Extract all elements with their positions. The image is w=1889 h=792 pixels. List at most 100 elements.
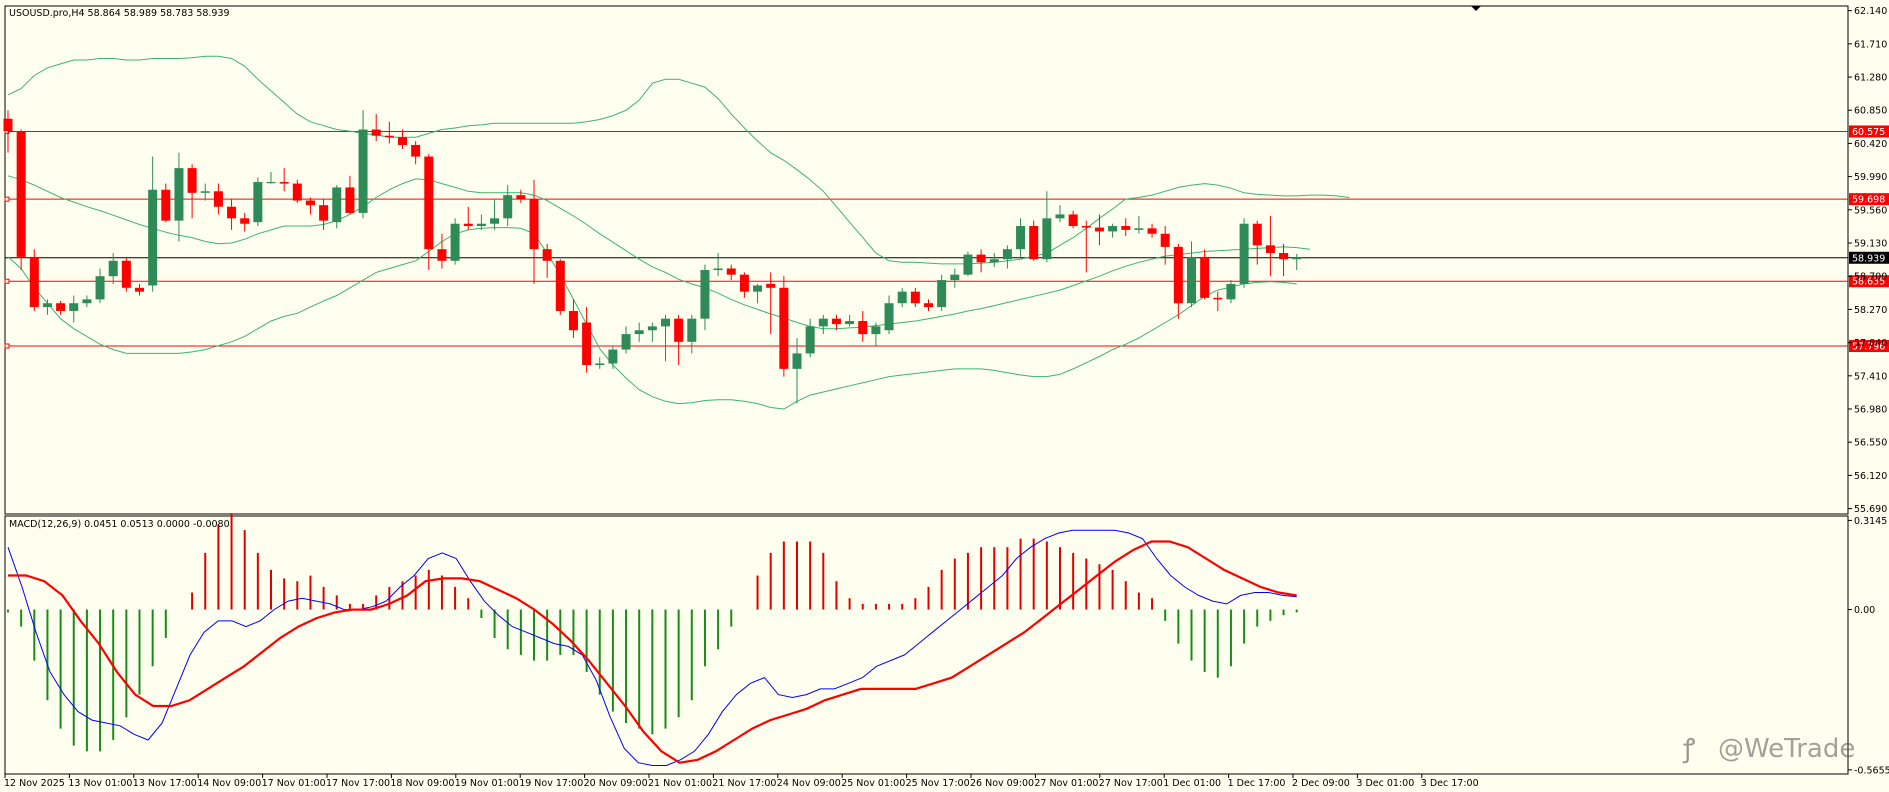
bear-candle-body — [1265, 245, 1275, 254]
bear-candle-body — [411, 144, 421, 157]
bear-candle-body — [516, 195, 526, 200]
time-tick-label: 1 Dec 01:00 — [1163, 778, 1221, 789]
time-tick-label: 27 Nov 17:00 — [1099, 778, 1163, 789]
time-tick-label: 21 Nov 01:00 — [648, 778, 712, 789]
price-tick-label: 57.840 — [1854, 338, 1887, 349]
bull-candle-body — [661, 318, 670, 327]
bear-candle-body — [437, 249, 447, 261]
bear-candle-body — [1094, 227, 1104, 232]
bull-candle-body — [148, 189, 158, 286]
bull-candle-body — [42, 303, 52, 308]
time-tick-label: 12 Nov 2025 — [4, 778, 65, 789]
bollinger-upper-line — [7, 55, 1350, 265]
level-price-label: 59.698 — [1852, 195, 1885, 206]
macd-pane-border — [4, 515, 1849, 775]
bull-candle-body — [871, 326, 881, 335]
bear-candle-body — [135, 287, 144, 292]
price-tick-label: 59.560 — [1854, 205, 1887, 216]
bear-candle-body — [1173, 246, 1183, 304]
level-price-box — [1849, 125, 1889, 138]
level-price-box — [1849, 340, 1889, 353]
macd-histogram — [7, 513, 1298, 752]
bull-candle-body — [621, 334, 631, 350]
bear-candle-body — [1252, 223, 1262, 246]
bear-candle-body — [910, 291, 920, 304]
macd-signal-line — [8, 540, 1297, 764]
bear-candle-body — [398, 137, 407, 145]
bull-candle-body — [1042, 218, 1052, 260]
time-tick-label: 3 Dec 17:00 — [1421, 778, 1479, 789]
bear-candle-body — [1147, 228, 1157, 234]
macd-pane[interactable]: 0.3145 0.00 -0.5655 MACD(12,26,9) 0.0451 0… — [4, 513, 1889, 776]
bull-candle-body — [792, 353, 802, 369]
bear-candle-body — [56, 303, 66, 311]
bear-candle-body — [305, 200, 315, 206]
macd-axis: 0.3145 0.00 -0.5655 — [1848, 516, 1889, 776]
bull-candle-body — [634, 330, 644, 335]
time-tick-label: 17 Nov 01:00 — [262, 778, 326, 789]
bear-candle-body — [3, 118, 13, 132]
bull-candle-body — [490, 218, 500, 224]
bear-candle-body — [371, 129, 381, 136]
bear-candle-body — [726, 268, 736, 275]
candlesticks — [3, 110, 1302, 404]
level-price-label: 60.575 — [1852, 127, 1885, 138]
bull-candle-body — [950, 274, 960, 281]
price-tick-label: 58.270 — [1854, 305, 1887, 316]
level-price-box — [1849, 275, 1889, 288]
bull-candle-body — [1055, 214, 1065, 219]
price-tick-label: 56.980 — [1854, 405, 1887, 416]
price-tick-label: 55.690 — [1854, 504, 1887, 515]
bull-candle-body — [805, 326, 815, 354]
bull-candle-body — [108, 260, 118, 277]
bull-candle-body — [963, 254, 973, 275]
time-tick-label: 21 Nov 17:00 — [712, 778, 776, 789]
time-tick-label: 1 Dec 17:00 — [1228, 778, 1286, 789]
level-price-box — [1849, 193, 1889, 206]
bull-candle-body — [253, 182, 263, 223]
bull-candle-body — [595, 363, 605, 365]
bull-candle-body — [266, 182, 276, 184]
bull-candle-body — [989, 259, 999, 263]
watermark-logo-icon: ꝭ — [1682, 734, 1695, 764]
bear-candle-body — [424, 156, 434, 250]
price-tick-label: 62.140 — [1854, 6, 1887, 17]
time-tick-label: 13 Nov 01:00 — [68, 778, 132, 789]
time-tick-label: 26 Nov 09:00 — [970, 778, 1034, 789]
bull-candle-body — [687, 318, 697, 342]
chart-shift-marker[interactable] — [1471, 6, 1481, 11]
time-tick-label: 2 Dec 09:00 — [1292, 778, 1350, 789]
price-tick-label: 59.990 — [1854, 172, 1887, 183]
bear-candle-body — [568, 310, 578, 331]
bull-candle-body — [174, 168, 184, 221]
level-price-label: 58.635 — [1852, 277, 1885, 288]
price-pane[interactable]: 60.575 59.698 58.635 57.796 58.939 62.140 61.… — [3, 5, 1889, 515]
price-tick-label: 61.710 — [1854, 39, 1887, 50]
time-tick-label: 25 Nov 17:00 — [906, 778, 970, 789]
macd-tick-label: 0.3145 — [1854, 516, 1887, 527]
bear-candle-body — [779, 287, 789, 369]
bull-candle-body — [753, 285, 763, 292]
horizontal-levels: 60.575 59.698 58.635 57.796 58.939 — [4, 125, 1889, 353]
bear-candle-body — [1213, 297, 1223, 300]
bull-candle-body — [647, 326, 657, 331]
bollinger-lower-line — [7, 227, 1297, 410]
bear-candle-body — [1160, 233, 1170, 247]
bear-candle-body — [1068, 214, 1078, 227]
price-tick-label: 60.420 — [1854, 139, 1887, 150]
price-axis: 62.140 61.710 61.280 60.850 60.420 59.990 59.5… — [1848, 6, 1887, 515]
price-tick-label: 56.550 — [1854, 438, 1887, 449]
bear-candle-body — [292, 183, 302, 201]
bear-candle-body — [858, 320, 868, 335]
bear-candle-body — [542, 249, 552, 261]
bear-candle-body — [1029, 226, 1039, 260]
bull-candle-body — [1292, 257, 1302, 260]
time-tick-label: 19 Nov 01:00 — [455, 778, 519, 789]
price-tick-label: 58.700 — [1854, 272, 1887, 283]
bear-candle-body — [1200, 256, 1210, 298]
bear-candle-body — [345, 187, 355, 213]
bull-candle-body — [69, 303, 79, 311]
bear-candle-body — [384, 135, 394, 138]
bull-candle-body — [818, 318, 828, 327]
bull-candle-body — [845, 320, 855, 325]
